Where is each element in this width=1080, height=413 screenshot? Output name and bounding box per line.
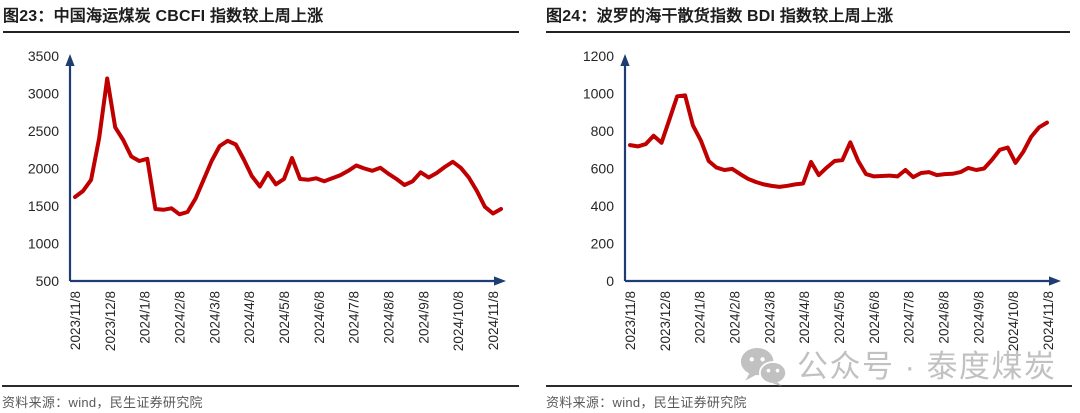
x-tick-label: 2024/9/8: [971, 291, 986, 344]
x-axis-arrow-icon: [1049, 276, 1061, 286]
x-tick-label: 2024/1/8: [693, 291, 708, 344]
y-tick-label: 2000: [28, 161, 59, 177]
x-tick-label: 2024/5/8: [277, 291, 292, 344]
x-tick-label: 2024/7/8: [347, 291, 362, 344]
chart-title-cbcfi: 图23：中国海运煤炭 CBCFI 指数较上周上涨: [3, 7, 519, 33]
x-tick-label: 2023/11/8: [623, 291, 638, 350]
x-tick-label: 2024/5/8: [832, 291, 847, 344]
y-tick-label: 2500: [28, 123, 59, 139]
source-note: 资料来源：wind，民生证券研究院: [2, 395, 203, 410]
x-tick-label: 2024/3/8: [207, 291, 222, 344]
x-tick-label: 2024/3/8: [762, 291, 777, 344]
y-axis-arrow-icon: [65, 54, 75, 66]
x-tick-label: 2024/4/8: [242, 291, 257, 344]
y-tick-label: 3000: [28, 86, 59, 102]
x-tick-label: 2024/4/8: [797, 291, 812, 344]
chart-title-bdi: 图24：波罗的海干散货指数 BDI 指数较上周上涨: [546, 7, 1070, 33]
y-tick-label: 500: [36, 273, 60, 289]
x-tick-label: 2023/12/8: [103, 291, 118, 351]
cbcfi-line-chart: 500 1000 1500 2000 2500 3000 3500 2023/11/8 2023…: [28, 48, 506, 351]
x-tick-label: 2024/2/8: [173, 291, 188, 344]
x-tick-label: 2024/10/8: [1006, 291, 1021, 351]
y-tick-label: 1000: [28, 236, 59, 252]
x-tick-label: 2024/9/8: [416, 291, 431, 344]
y-tick-label: 1500: [28, 198, 59, 214]
source-row: 资料来源：wind，民生证券研究院: [2, 385, 519, 411]
x-tick-label: 2024/8/8: [937, 291, 952, 344]
source-note: 资料来源：wind，民生证券研究院: [546, 395, 747, 410]
x-tick-label: 2023/12/8: [658, 291, 673, 351]
y-tick-label: 1200: [583, 48, 614, 64]
x-tick-label: 2024/10/8: [451, 291, 466, 351]
y-tick-label: 400: [591, 198, 615, 214]
y-tick-label: 0: [606, 273, 614, 289]
y-tick-label: 200: [591, 236, 615, 252]
x-tick-label: 2024/11/8: [486, 291, 501, 350]
y-tick-label: 800: [591, 123, 615, 139]
x-tick-label: 2023/11/8: [68, 291, 83, 350]
bdi-series-line: [628, 93, 1049, 189]
y-tick-label: 3500: [28, 48, 59, 64]
x-axis-arrow-icon: [494, 276, 506, 286]
x-tick-label: 2024/2/8: [728, 291, 743, 344]
y-tick-label: 600: [591, 161, 615, 177]
chart-panel-bdi: 图24：波罗的海干散货指数 BDI 指数较上周上涨 0 200 400 600 800 1…: [540, 0, 1080, 413]
x-tick-label: 2024/7/8: [902, 291, 917, 344]
x-tick-label: 2024/1/8: [138, 291, 153, 344]
y-axis-arrow-icon: [620, 54, 630, 66]
x-tick-label: 2024/6/8: [867, 291, 882, 344]
y-tick-label: 1000: [583, 86, 614, 102]
x-tick-label: 2024/6/8: [312, 291, 327, 344]
x-tick-label: 2024/8/8: [382, 291, 397, 344]
x-tick-label: 2024/11/8: [1041, 291, 1056, 350]
bdi-line-chart: 0 200 400 600 800 1000 1200 2023/11/8 2023/12/8 2…: [583, 48, 1061, 351]
source-row: 资料来源：wind，民生证券研究院: [546, 385, 1072, 411]
cbcfi-series-line: [73, 76, 503, 217]
chart-panel-cbcfi: 图23：中国海运煤炭 CBCFI 指数较上周上涨 500 1000 1500 2000…: [2, 7, 519, 411]
